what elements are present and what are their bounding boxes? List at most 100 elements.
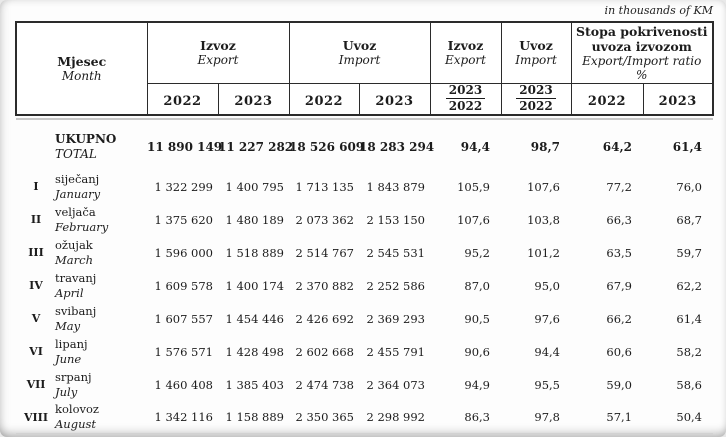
value-cell: 2 426 692: [295, 311, 354, 326]
year-label: 2023: [658, 93, 697, 109]
export-2022-header: 2022: [146, 83, 219, 116]
value-cell: 1 342 116: [154, 410, 213, 424]
import-header-en: Import: [338, 53, 381, 67]
month-header-en: Month: [61, 68, 102, 83]
value-cell: 58,6: [676, 377, 702, 392]
import-2022-header: 2022: [288, 83, 360, 116]
value-cell: 2 153 150: [366, 212, 425, 227]
value-cell: 98,7: [530, 140, 560, 154]
value-cell: 1 596 000: [154, 245, 213, 260]
value-cell: 94,4: [460, 140, 490, 154]
value-cell: 94,4: [534, 344, 560, 359]
month-cell: VII srpanj July: [16, 368, 147, 401]
value-cell: 58,2: [676, 344, 702, 359]
value-cell: 103,8: [527, 212, 560, 227]
month-cell: II veljača February: [16, 203, 147, 236]
year-label: 2022: [587, 93, 627, 109]
value-cell: 50,4: [676, 410, 702, 424]
month-row: VI lipanj June 1 576 571 1 428 498 2 602 668 2…: [16, 335, 713, 368]
month-cell-inner: II veljača February: [16, 205, 147, 235]
month-name-en: March: [55, 252, 93, 267]
value-cell: 1 843 879: [366, 179, 425, 194]
export-2023-header: 2023: [217, 83, 290, 116]
value-cell: 2 370 882: [295, 278, 354, 293]
coverage-header-hr: Stopa pokrivenosti uvoza izvozom: [575, 24, 708, 54]
value-cell: 66,2: [606, 311, 632, 326]
value-cell: 11 890 149: [147, 140, 223, 154]
value-cell: 60,6: [606, 344, 632, 359]
value-cell: 62,2: [676, 278, 702, 293]
value-cell: 105,9: [457, 179, 490, 194]
export-import-table: Mjesec Month Izvoz Export Uvoz Import Iz…: [15, 21, 714, 435]
value-cell: 1 576 571: [154, 344, 213, 359]
value-cell: 66,3: [606, 212, 632, 227]
value-cell: 57,1: [606, 410, 632, 424]
value-cell: 1 158 889: [225, 410, 284, 424]
month-names: siječanj January: [55, 172, 100, 202]
month-name-en: February: [55, 219, 109, 234]
import-index-fraction: 2023 2022: [500, 83, 572, 116]
month-names: srpanj July: [55, 370, 92, 400]
month-cell: VIII kolovoz August: [16, 401, 147, 434]
month-row: VIII kolovoz August 1 342 116 1 158 889 2 350…: [16, 401, 713, 434]
value-cell: 101,2: [527, 245, 560, 260]
export-index-fraction: 2023 2022: [429, 83, 502, 116]
row-roman-numeral: VIII: [24, 410, 48, 424]
value-cell: 2 474 738: [295, 377, 354, 392]
value-cell: 59,0: [606, 377, 632, 392]
value-cell: 97,6: [534, 311, 560, 326]
value-cell: 90,5: [464, 311, 490, 326]
row-roman-numeral: IV: [29, 279, 43, 292]
row-roman-numeral: VI: [29, 345, 43, 358]
value-cell: 1 375 620: [154, 212, 213, 227]
value-cell: 1 460 408: [154, 377, 213, 392]
value-cell: 2 602 668: [295, 344, 354, 359]
value-cell: 107,6: [527, 179, 560, 194]
value-cell: 2 455 791: [366, 344, 425, 359]
value-cell: 90,6: [464, 344, 490, 359]
export-index-header: Izvoz Export: [429, 21, 502, 84]
month-name-hr: svibanj: [55, 303, 97, 318]
month-row: II veljača February 1 375 620 1 480 189 2 073…: [16, 203, 713, 236]
value-cell: 95,2: [464, 245, 490, 260]
value-cell: 77,2: [606, 179, 632, 194]
month-cell-inner: VIII kolovoz August: [16, 402, 147, 432]
value-cell: 2 350 365: [295, 410, 354, 424]
value-cell: 63,5: [606, 245, 632, 260]
value-cell: 1 400 795: [225, 179, 284, 194]
coverage-2022-header: 2022: [570, 83, 644, 116]
import-index-en: Import: [515, 53, 557, 67]
header-underline: [16, 118, 713, 124]
value-cell: 68,7: [676, 212, 702, 227]
value-cell: 61,4: [676, 311, 702, 326]
coverage-header-en: Export/Import ratio: [582, 54, 702, 68]
value-cell: 61,4: [672, 140, 702, 154]
month-row: VII srpanj July 1 460 408 1 385 403 2 474 738…: [16, 368, 713, 401]
import-2023-header: 2023: [358, 83, 431, 116]
value-cell: 1 713 135: [295, 179, 354, 194]
row-roman-numeral: II: [30, 213, 42, 226]
month-name-hr: srpanj: [55, 369, 92, 384]
value-cell: 11 227 282: [218, 140, 294, 154]
value-cell: 2 364 073: [366, 377, 425, 392]
month-header-hr: Mjesec: [57, 53, 107, 69]
month-names: svibanj May: [55, 304, 96, 334]
value-cell: 67,9: [606, 278, 632, 293]
import-index-hr: Uvoz: [519, 38, 553, 53]
import-header-hr: Uvoz: [342, 38, 377, 53]
month-cell: UKUPNO TOTAL: [16, 124, 147, 170]
month-cell-inner: VI lipanj June: [16, 337, 147, 367]
month-name-en: January: [55, 186, 101, 201]
month-cell-inner: UKUPNO TOTAL: [16, 132, 147, 162]
value-cell: 2 298 992: [366, 410, 425, 424]
value-cell: 107,6: [457, 212, 490, 227]
month-name-hr: veljača: [55, 204, 96, 219]
value-cell: 18 283 294: [359, 140, 435, 154]
month-names: UKUPNO TOTAL: [55, 132, 116, 162]
month-cell: III ožujak March: [16, 236, 147, 269]
units-note: in thousands of KM: [604, 4, 713, 17]
